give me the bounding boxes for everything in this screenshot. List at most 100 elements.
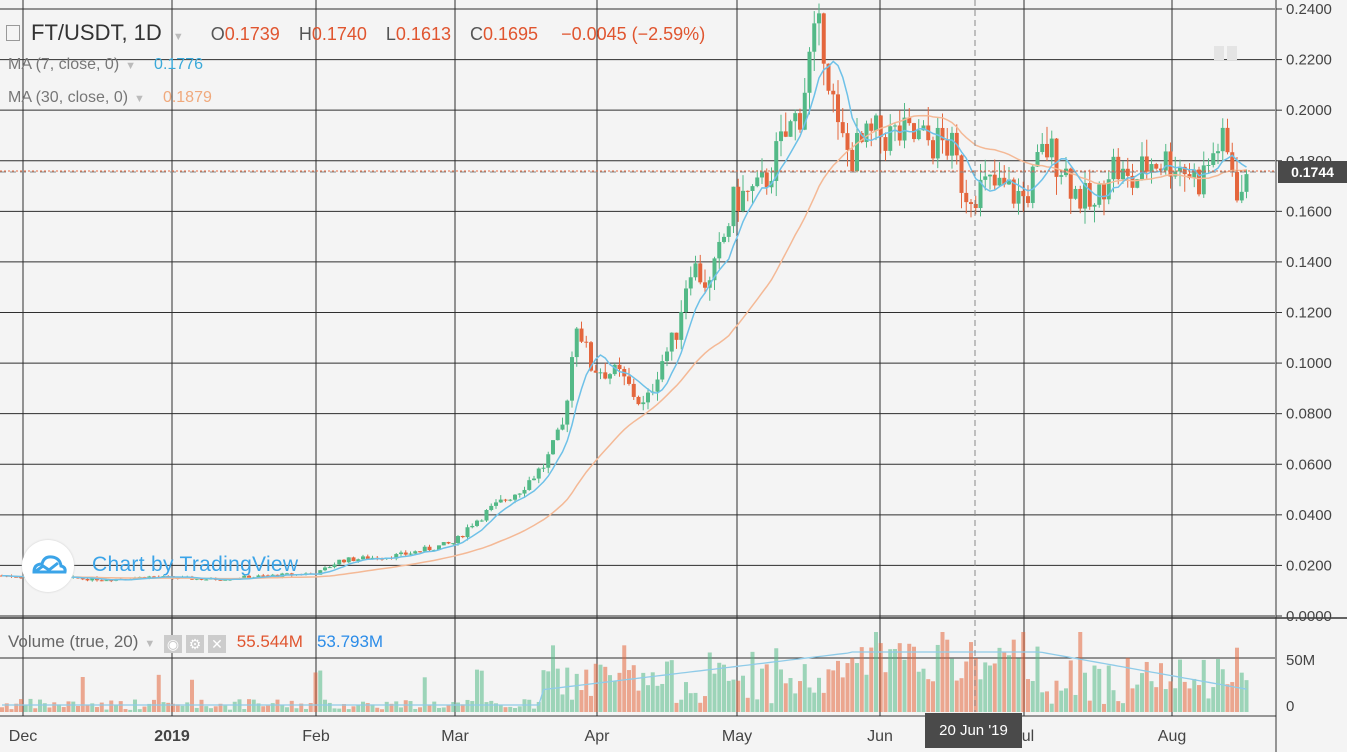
ma7-legend[interactable]: MA (7, close, 0) ▼ 0.1776 xyxy=(8,56,203,74)
volume-bar xyxy=(593,663,598,712)
volume-bar xyxy=(532,708,536,712)
volume-bar xyxy=(793,693,798,712)
volume-bar xyxy=(560,694,565,712)
volume-bar xyxy=(489,700,494,712)
volume-bar xyxy=(280,705,285,712)
symbol-title[interactable]: FT/USDT, 1D xyxy=(31,20,162,45)
symbol-legend: FT/USDT, 1D ▼ O0.1739 H0.1740 L0.1613 C0… xyxy=(6,20,705,46)
candle xyxy=(878,115,883,154)
volume-bar xyxy=(864,674,869,712)
candle xyxy=(541,463,546,473)
volume-bar xyxy=(1178,659,1182,712)
price-tick-label: 0.1000 xyxy=(1286,355,1332,372)
volume-bar xyxy=(845,663,850,712)
time-tick-label: Mar xyxy=(441,728,469,745)
candle xyxy=(608,373,612,385)
volume-bar xyxy=(137,709,142,712)
open-label: O xyxy=(210,24,225,44)
volume-bar xyxy=(9,709,14,712)
symbol-caret-icon[interactable]: ▼ xyxy=(172,31,184,43)
candle xyxy=(802,77,807,131)
volume-bar xyxy=(57,704,61,712)
volume-bar xyxy=(190,679,194,712)
ma7-caret-icon[interactable]: ▼ xyxy=(125,60,137,72)
volume-bar xyxy=(470,701,475,712)
time-axis[interactable]: Dec 2019 Feb Mar Apr May Jun Jul Aug xyxy=(9,728,1186,745)
volume-bar xyxy=(992,663,997,712)
close-icon[interactable]: ✕ xyxy=(208,635,227,653)
candle xyxy=(992,159,997,190)
volume-bar xyxy=(997,647,1002,712)
volume-bar xyxy=(584,669,589,712)
volume-bar xyxy=(194,707,199,712)
grid-lines xyxy=(0,0,1275,716)
volume-bar xyxy=(954,680,959,712)
volume-bar xyxy=(1135,684,1140,712)
volume-bar xyxy=(351,706,356,712)
gear-icon[interactable]: ⚙ xyxy=(186,635,205,653)
candle xyxy=(897,110,902,146)
tradingview-logo[interactable] xyxy=(22,540,74,592)
volume-bar xyxy=(950,658,954,712)
candle xyxy=(707,276,712,301)
volume-bar xyxy=(365,703,370,712)
branding-link[interactable]: Chart by TradingView xyxy=(92,553,299,576)
volume-bar xyxy=(988,665,992,712)
candle xyxy=(726,223,731,243)
ma30-caret-icon[interactable]: ▼ xyxy=(134,93,145,105)
high-label: H xyxy=(298,24,312,44)
volume-bar xyxy=(337,708,342,712)
pane-button-icon[interactable] xyxy=(1214,46,1224,60)
candle xyxy=(332,562,337,569)
eye-icon[interactable]: ◉ xyxy=(164,635,183,653)
candle xyxy=(1026,185,1030,208)
price-axis[interactable]: 0.24000.22000.20000.18000.16000.14000.12… xyxy=(1276,1,1332,625)
candle xyxy=(484,509,489,522)
volume-bar xyxy=(1092,665,1097,712)
legend-toggle-icon[interactable] xyxy=(6,25,20,41)
candle xyxy=(451,543,456,546)
volume-bar xyxy=(185,702,190,712)
volume-bar xyxy=(722,664,726,712)
volume-caret-icon[interactable]: ▼ xyxy=(144,638,156,650)
candle xyxy=(555,427,560,441)
pane-button-icon[interactable] xyxy=(1227,46,1237,60)
volume-bar xyxy=(836,660,840,712)
volume-bar xyxy=(133,699,137,712)
candle xyxy=(940,113,945,154)
volume-bar xyxy=(327,702,332,712)
volume-bar xyxy=(546,671,551,712)
candle xyxy=(945,128,950,160)
volume-bar xyxy=(494,703,498,712)
volume-bar xyxy=(603,666,608,712)
price-tick-label: 0.1600 xyxy=(1286,203,1332,220)
candle xyxy=(408,551,413,556)
volume-bar xyxy=(812,692,817,712)
candle xyxy=(807,47,812,115)
volume-bar xyxy=(1173,688,1178,712)
pane-buttons[interactable] xyxy=(1214,46,1240,65)
candle xyxy=(817,3,821,46)
candle xyxy=(627,367,631,386)
volume-bar xyxy=(826,669,831,712)
candle xyxy=(574,326,579,367)
candle xyxy=(1197,166,1201,197)
ma30-legend[interactable]: MA (30, close, 0) ▼ 0.1879 xyxy=(8,89,212,107)
volume-bar xyxy=(446,704,451,712)
candle xyxy=(584,335,589,348)
volume-bar xyxy=(451,702,456,712)
candle xyxy=(1092,203,1097,223)
volume-bar xyxy=(1149,681,1154,712)
volume-bar xyxy=(441,707,446,712)
candle xyxy=(745,190,750,202)
candle xyxy=(508,499,513,502)
volume-bar xyxy=(874,632,878,712)
candle xyxy=(1068,167,1073,215)
volume-bar xyxy=(498,704,503,712)
volume-bar xyxy=(579,690,584,712)
volume-bar xyxy=(171,703,175,712)
volume-legend[interactable]: Volume (true, 20) ▼ ◉ ⚙ ✕ 55.544M 53.793M xyxy=(8,632,383,653)
volume-bar xyxy=(1035,646,1040,712)
volume-bar xyxy=(745,697,750,712)
